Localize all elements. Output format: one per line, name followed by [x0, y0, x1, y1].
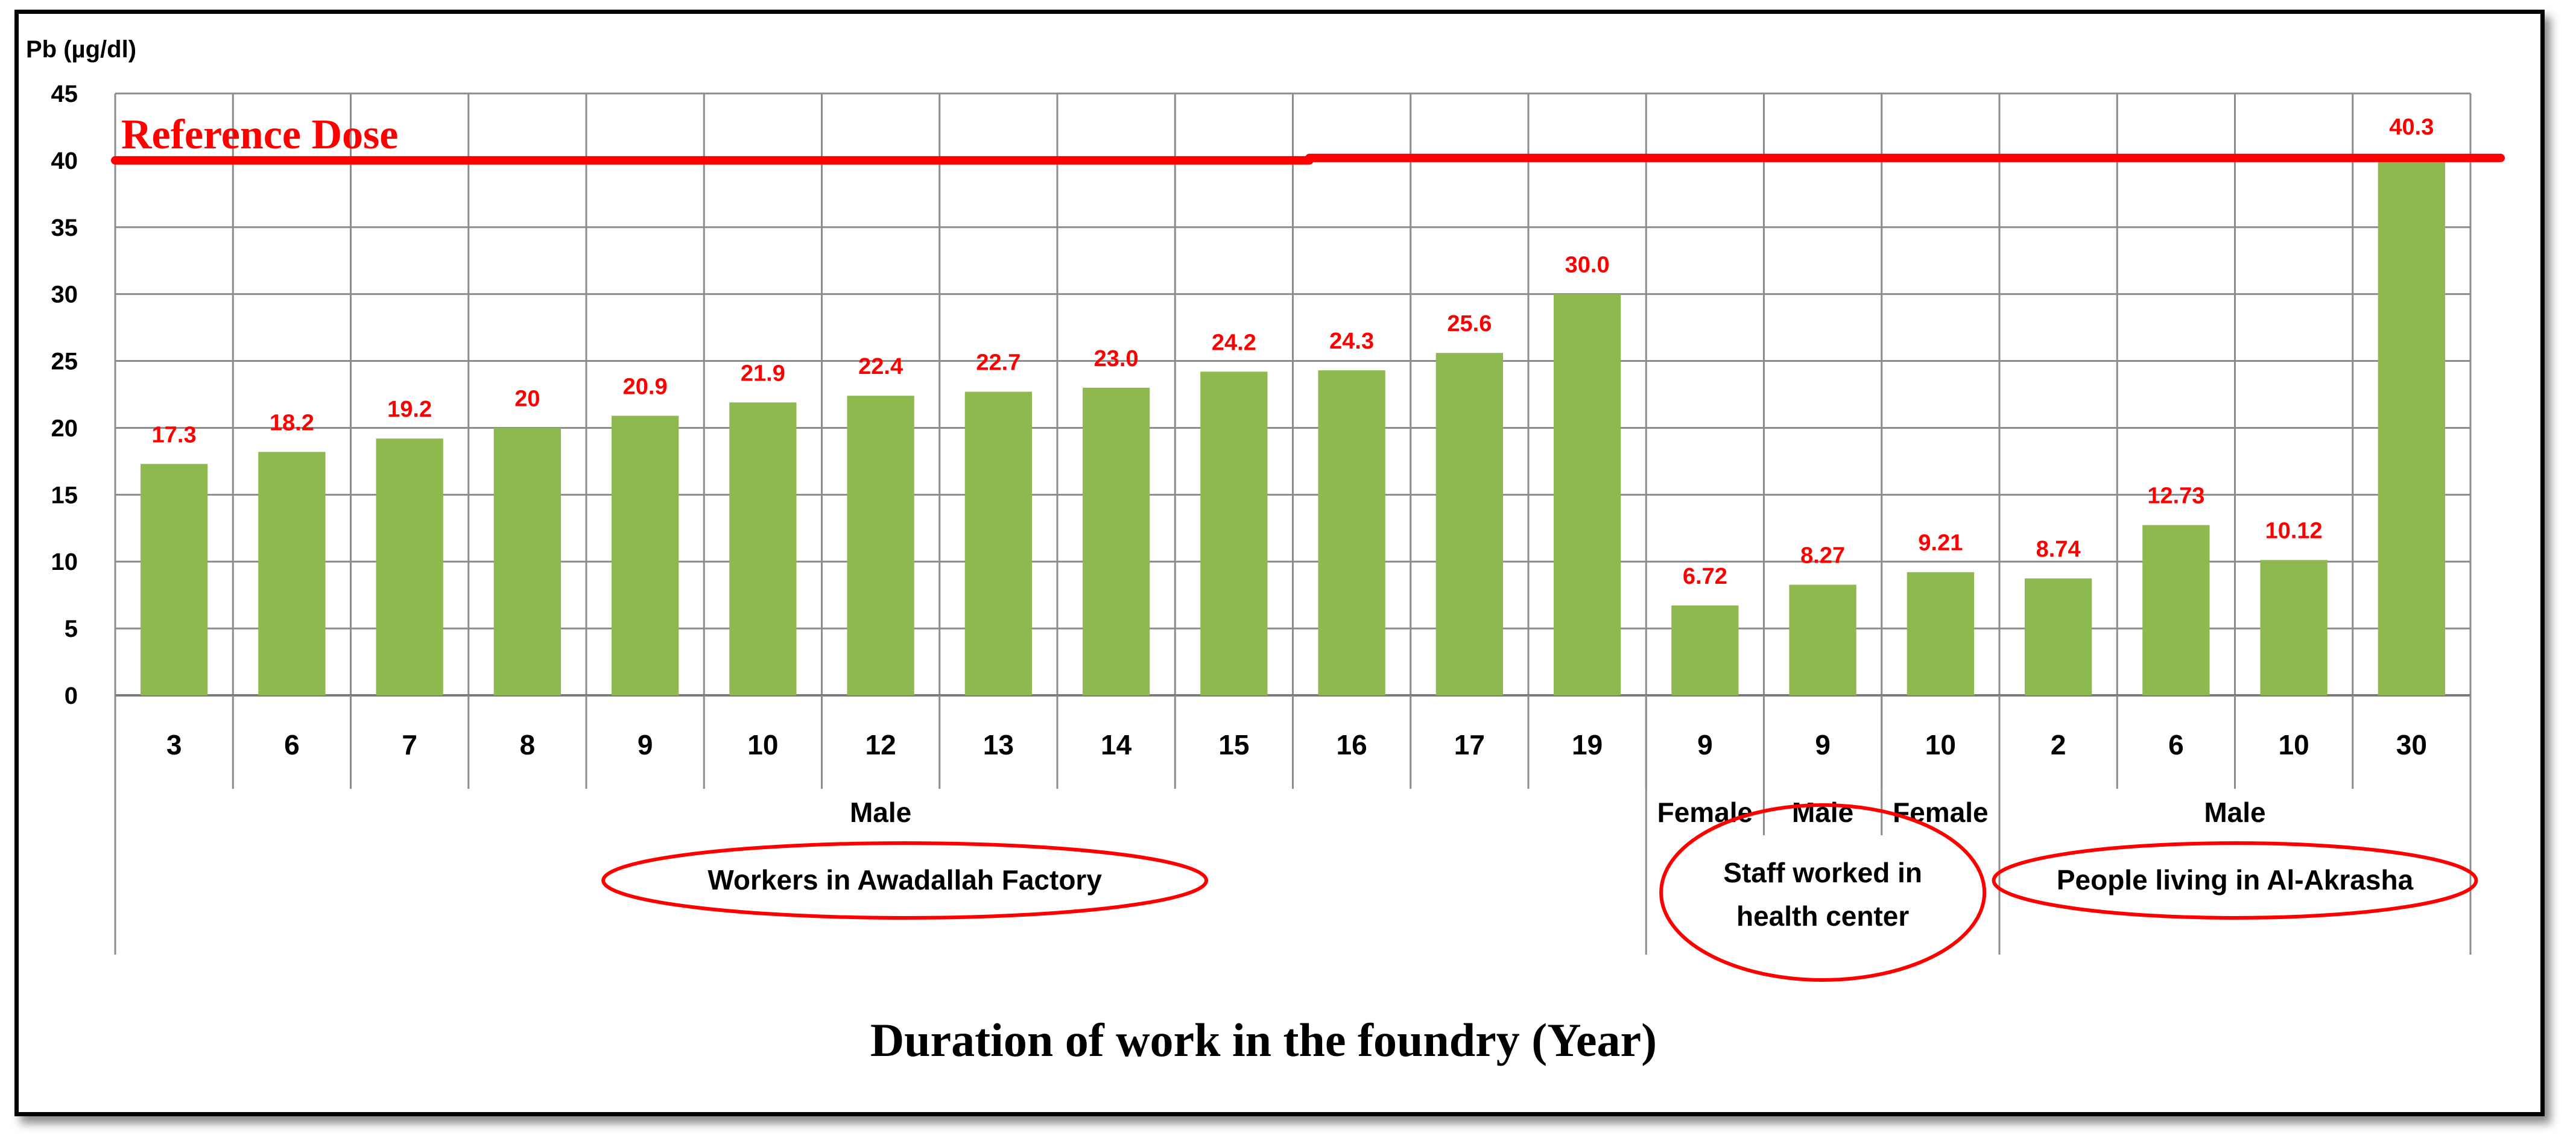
bar	[611, 416, 679, 695]
x-axis-label: Duration of work in the foundry (Year)	[870, 1014, 1657, 1066]
bar	[729, 402, 797, 695]
category-label: 30	[2396, 729, 2427, 760]
category-label: 10	[747, 729, 778, 760]
category-label: 10	[2279, 729, 2309, 760]
y-tick-label: 15	[51, 482, 78, 508]
bar	[847, 396, 914, 695]
data-label: 30.0	[1565, 253, 1610, 278]
category-label: 3	[166, 729, 182, 760]
bar	[2378, 156, 2446, 695]
data-label: 19.2	[387, 397, 432, 422]
data-label: 12.73	[2147, 484, 2204, 509]
data-label: 23.0	[1094, 346, 1139, 371]
category-label: 8	[520, 729, 536, 760]
category-label: 19	[1572, 729, 1603, 760]
data-label: 8.27	[1800, 543, 1845, 569]
category-label: 9	[1697, 729, 1713, 760]
bar	[1671, 605, 1739, 695]
chart-frame: Pb (µg/dl) Duration of work in the found…	[14, 10, 2545, 1116]
bar-chart: Pb (µg/dl) Duration of work in the found…	[26, 36, 2505, 1066]
group-label-line: Staff worked in	[1723, 857, 1922, 888]
category-label: 6	[2168, 729, 2184, 760]
data-label: 20	[514, 386, 540, 411]
data-label: 21.9	[741, 361, 785, 386]
data-label: 9.21	[1918, 531, 1963, 556]
bar	[2260, 560, 2328, 695]
bar	[1200, 371, 1268, 695]
data-label: 25.6	[1447, 311, 1492, 337]
gender-label: Male	[1792, 797, 1853, 828]
category-label: 2	[2051, 729, 2066, 760]
data-label: 8.74	[2036, 537, 2081, 562]
gender-label: Female	[1657, 797, 1753, 828]
y-tick-label: 40	[51, 148, 78, 174]
bar	[1082, 387, 1150, 695]
bar	[1789, 584, 1856, 695]
y-tick-label: 20	[51, 415, 78, 441]
bar	[2024, 578, 2092, 695]
reference-line-label: Reference Dose	[121, 112, 398, 158]
data-label: 40.3	[2389, 115, 2434, 140]
y-tick-label: 35	[51, 215, 78, 241]
group-ellipse	[1992, 841, 2478, 920]
data-label: 17.3	[152, 422, 197, 447]
data-label: 10.12	[2265, 519, 2323, 544]
bar	[1553, 294, 1621, 696]
bar	[1435, 353, 1504, 695]
group-label-line: health center	[1736, 900, 1909, 932]
y-tick-label: 10	[51, 549, 78, 575]
category-label: 10	[1925, 729, 1956, 760]
y-tick-label: 25	[51, 349, 78, 375]
y-axis-label: Pb (µg/dl)	[26, 36, 136, 63]
data-label: 24.2	[1212, 330, 1256, 355]
gender-label: Male	[850, 797, 911, 828]
group-ellipse	[601, 841, 1209, 920]
group-label: People living in Al-Akrasha	[2057, 864, 2414, 896]
gender-label: Female	[1893, 797, 1989, 828]
category-label: 17	[1454, 729, 1485, 760]
gender-label: Male	[2204, 797, 2265, 828]
category-label: 16	[1337, 729, 1367, 760]
category-label: 7	[402, 729, 417, 760]
data-label: 6.72	[1683, 564, 1727, 589]
category-label: 9	[638, 729, 653, 760]
bar	[493, 428, 562, 695]
bar	[258, 452, 326, 695]
data-label: 22.7	[976, 350, 1021, 376]
category-label: 9	[1815, 729, 1831, 760]
y-tick-label: 30	[51, 282, 78, 308]
group-label: Workers in Awadallah Factory	[707, 864, 1102, 896]
data-label: 18.2	[270, 410, 314, 435]
category-label: 15	[1218, 729, 1249, 760]
bar	[2142, 525, 2210, 695]
y-tick-label: 5	[65, 616, 78, 642]
data-label: 24.3	[1329, 329, 1374, 354]
bar	[376, 438, 443, 695]
y-tick-label: 45	[51, 81, 78, 107]
bar	[140, 464, 208, 695]
bar	[964, 391, 1033, 695]
category-label: 13	[983, 729, 1014, 760]
group-ellipse	[1659, 803, 1987, 982]
y-tick-label: 0	[65, 683, 78, 709]
data-label: 22.4	[858, 354, 903, 379]
bar	[1907, 572, 1975, 695]
category-label: 6	[284, 729, 300, 760]
category-label: 14	[1101, 729, 1132, 760]
category-label: 12	[866, 729, 896, 760]
data-label: 20.9	[623, 374, 668, 399]
bar	[1318, 370, 1385, 695]
